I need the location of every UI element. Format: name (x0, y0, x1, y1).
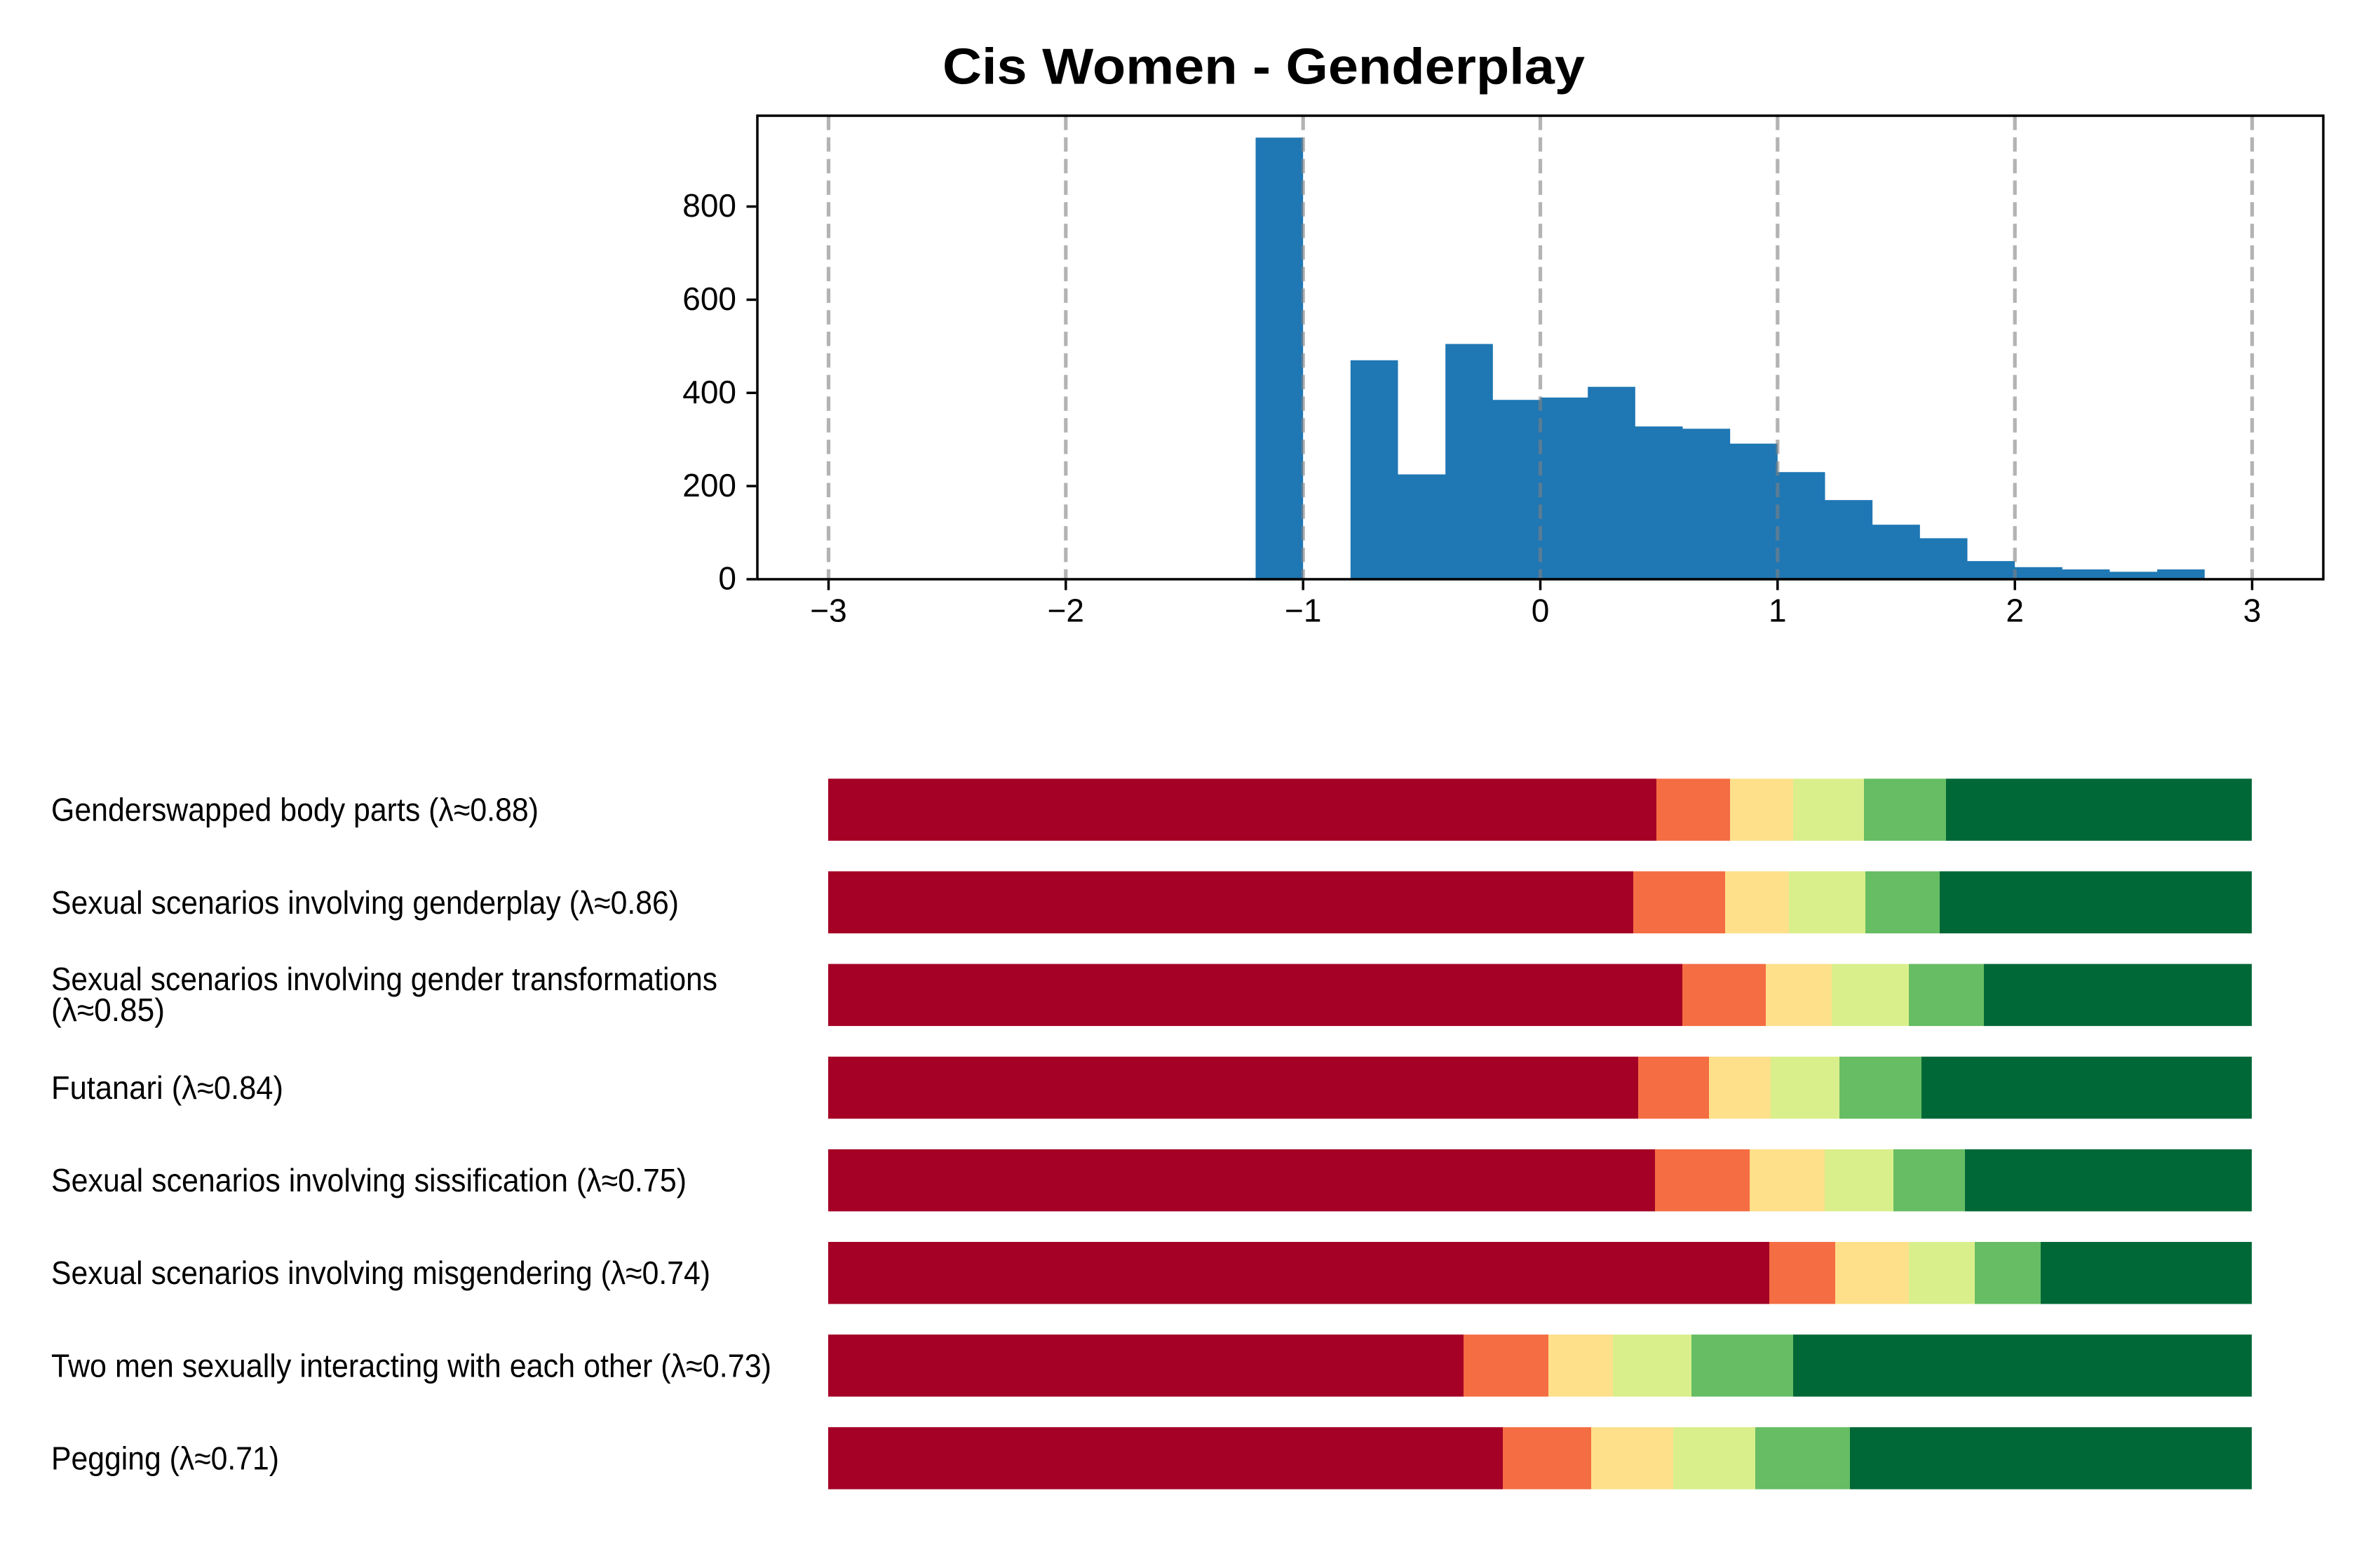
svg-text:1: 1 (1769, 593, 1787, 629)
svg-text:Futanari (λ≈0.84): Futanari (λ≈0.84) (51, 1069, 283, 1106)
svg-text:0: 0 (718, 560, 736, 597)
svg-text:Sexual scenarios involving gen: Sexual scenarios involving genderplay (λ… (51, 884, 679, 921)
svg-text:Two men sexually interacting w: Two men sexually interacting with each o… (51, 1347, 771, 1384)
svg-text:Genderswapped body parts (λ≈0.: Genderswapped body parts (λ≈0.88) (51, 792, 539, 828)
svg-text:600: 600 (682, 281, 736, 317)
svg-text:Sexual scenarios involving mis: Sexual scenarios involving misgendering … (51, 1255, 710, 1291)
svg-text:0: 0 (1532, 593, 1550, 629)
svg-text:200: 200 (682, 467, 736, 503)
svg-text:(λ≈0.85): (λ≈0.85) (51, 992, 165, 1028)
svg-text:Pegging (λ≈0.71): Pegging (λ≈0.71) (51, 1440, 279, 1477)
svg-text:Sexual scenarios involving sis: Sexual scenarios involving sissification… (51, 1162, 687, 1198)
svg-text:−1: −1 (1285, 593, 1321, 629)
svg-text:Sexual scenarios involving gen: Sexual scenarios involving gender transf… (51, 961, 717, 997)
svg-text:800: 800 (682, 187, 736, 224)
svg-text:Cis Women - Genderplay: Cis Women - Genderplay (943, 39, 1585, 95)
svg-text:−2: −2 (1048, 593, 1084, 629)
svg-text:2: 2 (2006, 593, 2024, 629)
svg-text:400: 400 (682, 374, 736, 410)
svg-text:3: 3 (2243, 593, 2262, 629)
svg-text:−3: −3 (810, 593, 846, 629)
